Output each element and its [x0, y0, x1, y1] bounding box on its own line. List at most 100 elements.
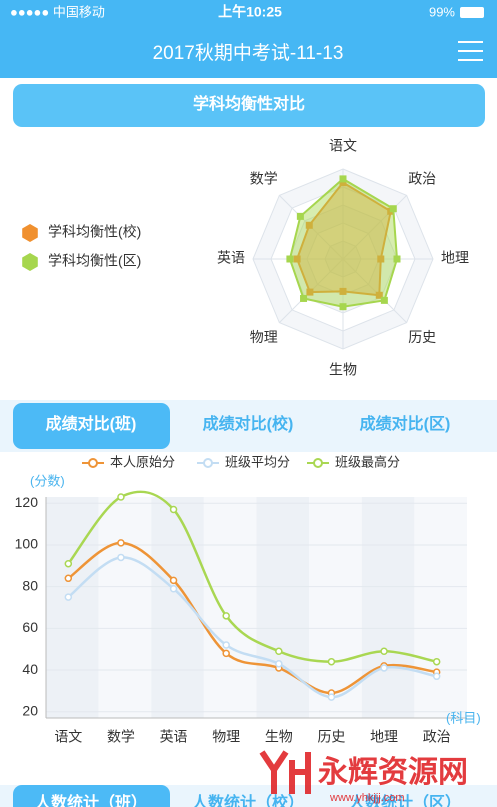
menu-button[interactable]	[458, 41, 483, 61]
radar-point	[339, 303, 347, 311]
data-point	[64, 593, 73, 601]
header-bg	[0, 0, 497, 78]
column-band	[309, 497, 362, 718]
radar-axis-label: 英语	[217, 250, 245, 266]
radar-point	[389, 205, 397, 213]
radar-point	[293, 255, 301, 263]
y-tick-label: 20	[22, 702, 38, 718]
radar-point	[306, 288, 314, 296]
radar-point	[339, 287, 347, 295]
radar-point	[393, 255, 401, 263]
bottom-tab-label[interactable]: 人数统计（校）	[192, 793, 304, 807]
watermark-name: 永辉资源网	[318, 756, 468, 789]
column-band	[203, 497, 257, 718]
y-tick-label: 40	[22, 661, 38, 677]
x-tick-label: 英语	[160, 729, 188, 745]
data-point	[169, 576, 178, 585]
battery-icon	[460, 7, 484, 18]
data-point	[169, 505, 178, 514]
radar-axis-label: 地理	[441, 250, 469, 266]
tab-selected[interactable]	[13, 403, 170, 449]
legend-swatch	[22, 224, 38, 242]
bottom-tab-label[interactable]: 人数统计（区）	[349, 793, 461, 807]
x-tick-label: 地理	[370, 729, 398, 745]
data-point	[380, 664, 388, 672]
radar-axis-label: 语文	[329, 138, 357, 154]
radar-point	[339, 179, 347, 186]
data-point	[432, 672, 441, 681]
radar-point	[296, 212, 304, 220]
radar-point	[305, 221, 313, 229]
data-point	[169, 584, 178, 593]
column-band	[361, 497, 415, 718]
radar-point	[380, 296, 388, 304]
tab-label[interactable]: 成绩对比(班)	[46, 414, 137, 433]
data-point	[64, 574, 73, 583]
menu-icon[interactable]	[458, 41, 483, 61]
data-point	[222, 641, 230, 649]
radar-axis-label: 数学	[250, 171, 278, 187]
column-band	[151, 497, 204, 718]
tab-label[interactable]: 成绩对比(校)	[203, 414, 294, 433]
data-point	[327, 657, 336, 666]
carrier: ●●●●● 中国移动	[10, 4, 105, 19]
x-axis-label: (科目)	[446, 710, 481, 725]
radar-axis-label: 物理	[250, 329, 278, 345]
radar-point	[300, 294, 308, 302]
bottom-tab-label[interactable]: 人数统计（班）	[35, 793, 147, 807]
data-point	[117, 553, 125, 562]
legend-label: 学科均衡性(校)	[48, 224, 141, 240]
section-button[interactable]	[13, 84, 485, 127]
x-tick-label: 物理	[212, 729, 240, 745]
y-tick-label: 80	[22, 577, 38, 593]
tab-label[interactable]: 成绩对比(区)	[360, 414, 451, 433]
x-tick-label: 语文	[54, 729, 82, 745]
data-point	[432, 657, 441, 666]
radar-point	[377, 255, 385, 263]
radar-point	[375, 291, 383, 299]
radar-axis-label: 历史	[408, 329, 436, 345]
legend-dot	[203, 458, 213, 468]
section-title: 学科均衡性对比	[193, 94, 305, 113]
x-tick-label: 数学	[107, 729, 135, 745]
x-tick-label: 政治	[423, 729, 451, 745]
battery: 99%	[429, 4, 455, 19]
data-point	[64, 559, 73, 568]
data-point	[117, 539, 125, 547]
watermark: 永辉资源网 www.yhkjjj.com	[259, 750, 468, 804]
watermark-logo	[259, 750, 311, 794]
column-band	[256, 497, 310, 718]
radar-axis-label: 政治	[408, 171, 436, 187]
data-point	[380, 647, 388, 656]
legend-label: 班级最高分	[335, 454, 400, 469]
radar-spoke	[342, 258, 407, 323]
y-axis-label: (分数)	[30, 473, 65, 488]
legend-swatch	[22, 253, 38, 271]
data-point	[275, 647, 283, 656]
y-tick-label: 120	[15, 494, 39, 510]
data-point	[222, 649, 230, 658]
time: 上午10:25	[218, 4, 282, 20]
x-tick-label: 生物	[265, 729, 293, 745]
column-band	[414, 497, 467, 718]
data-point	[117, 493, 125, 501]
y-tick-label: 100	[15, 536, 39, 552]
legend-dot	[313, 458, 323, 468]
radar-point	[286, 255, 294, 263]
y-tick-label: 60	[22, 619, 38, 635]
bottom-tab-selected[interactable]	[13, 785, 170, 807]
radar-axis-label: 生物	[329, 362, 357, 378]
x-tick-label: 历史	[317, 729, 345, 745]
data-point	[327, 693, 336, 701]
data-point	[222, 612, 230, 620]
legend-dot	[88, 458, 98, 468]
column-band	[98, 497, 152, 718]
legend-label: 学科均衡性(区)	[48, 253, 141, 269]
radar-point	[339, 175, 347, 183]
legend-label: 班级平均分	[225, 454, 290, 469]
watermark-url: www.yhkjjj.com	[329, 792, 405, 804]
legend-label: 本人原始分	[110, 454, 175, 469]
data-point	[275, 660, 283, 668]
